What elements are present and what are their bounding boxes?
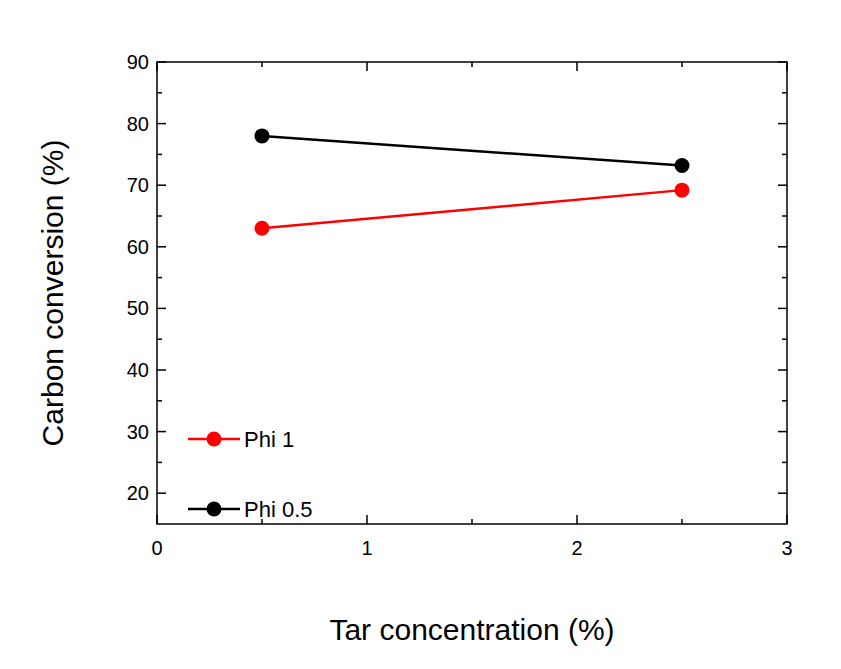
x-tick-label: 0	[151, 537, 162, 559]
y-minor-tick	[157, 277, 162, 279]
y-minor-tick	[157, 154, 162, 156]
y-minor-tick	[157, 92, 162, 94]
y-tick-label: 40	[127, 359, 149, 381]
y-minor-tick-right	[782, 338, 787, 340]
y-tick-right	[778, 308, 787, 310]
x-axis-label: Tar concentration (%)	[329, 613, 614, 646]
y-tick-label: 70	[127, 174, 149, 196]
x-tick	[366, 515, 368, 524]
chart: 0 1 2 3 20 30 40 50 60 70 80 90 Tar concentration (%…	[0, 0, 841, 669]
y-tick-right	[778, 492, 787, 494]
legend-label: Phi 1	[244, 427, 294, 452]
x-minor-tick-top	[681, 62, 683, 67]
x-tick-top	[156, 62, 158, 71]
legend-item: Phi 0.5	[188, 497, 313, 522]
x-tick-top	[366, 62, 368, 71]
y-minor-tick-right	[782, 400, 787, 402]
y-minor-tick	[157, 338, 162, 340]
point	[255, 128, 270, 143]
y-tick-right	[778, 246, 787, 248]
y-tick-right	[778, 61, 787, 63]
legend-marker	[207, 432, 222, 447]
point	[255, 221, 270, 236]
legend-label: Phi 0.5	[244, 497, 313, 522]
y-tick-label: 30	[127, 421, 149, 443]
y-tick	[157, 431, 166, 433]
y-tick-right	[778, 184, 787, 186]
plot-frame	[157, 62, 787, 524]
y-tick-label: 20	[127, 482, 149, 504]
x-minor-tick	[681, 519, 683, 524]
point	[675, 183, 690, 198]
x-minor-tick-top	[261, 62, 263, 67]
y-tick	[157, 369, 166, 371]
y-tick-label: 50	[127, 297, 149, 319]
y-tick-right	[778, 431, 787, 433]
y-tick	[157, 123, 166, 125]
y-tick	[157, 184, 166, 186]
x-tick-label: 2	[571, 537, 582, 559]
y-tick-label: 80	[127, 113, 149, 135]
x-tick-top	[576, 62, 578, 71]
x-tick-label: 1	[361, 537, 372, 559]
y-tick	[157, 246, 166, 248]
y-tick	[157, 61, 166, 63]
y-minor-tick	[157, 462, 162, 464]
x-minor-tick-top	[471, 62, 473, 67]
series-line	[262, 136, 682, 166]
plot-data	[255, 128, 690, 235]
y-tick	[157, 308, 166, 310]
x-tick-label: 3	[781, 537, 792, 559]
y-tick-right	[778, 369, 787, 371]
point	[675, 158, 690, 173]
y-minor-tick-right	[782, 277, 787, 279]
x-minor-tick	[471, 519, 473, 524]
x-tick	[156, 515, 158, 524]
y-tick-label: 90	[127, 51, 149, 73]
y-minor-tick	[157, 400, 162, 402]
x-tick	[576, 515, 578, 524]
y-minor-tick-right	[782, 462, 787, 464]
x-tick-top	[786, 62, 788, 71]
y-tick-label: 60	[127, 236, 149, 258]
legend-item: Phi 1	[188, 427, 294, 452]
y-tick-right	[778, 123, 787, 125]
legend-marker	[207, 502, 222, 517]
y-minor-tick-right	[782, 92, 787, 94]
series-line	[262, 190, 682, 228]
y-minor-tick-right	[782, 215, 787, 217]
y-minor-tick	[157, 215, 162, 217]
y-minor-tick-right	[782, 154, 787, 156]
y-tick	[157, 492, 166, 494]
y-axis-label: Carbon conversion (%)	[36, 140, 69, 447]
x-tick	[786, 515, 788, 524]
